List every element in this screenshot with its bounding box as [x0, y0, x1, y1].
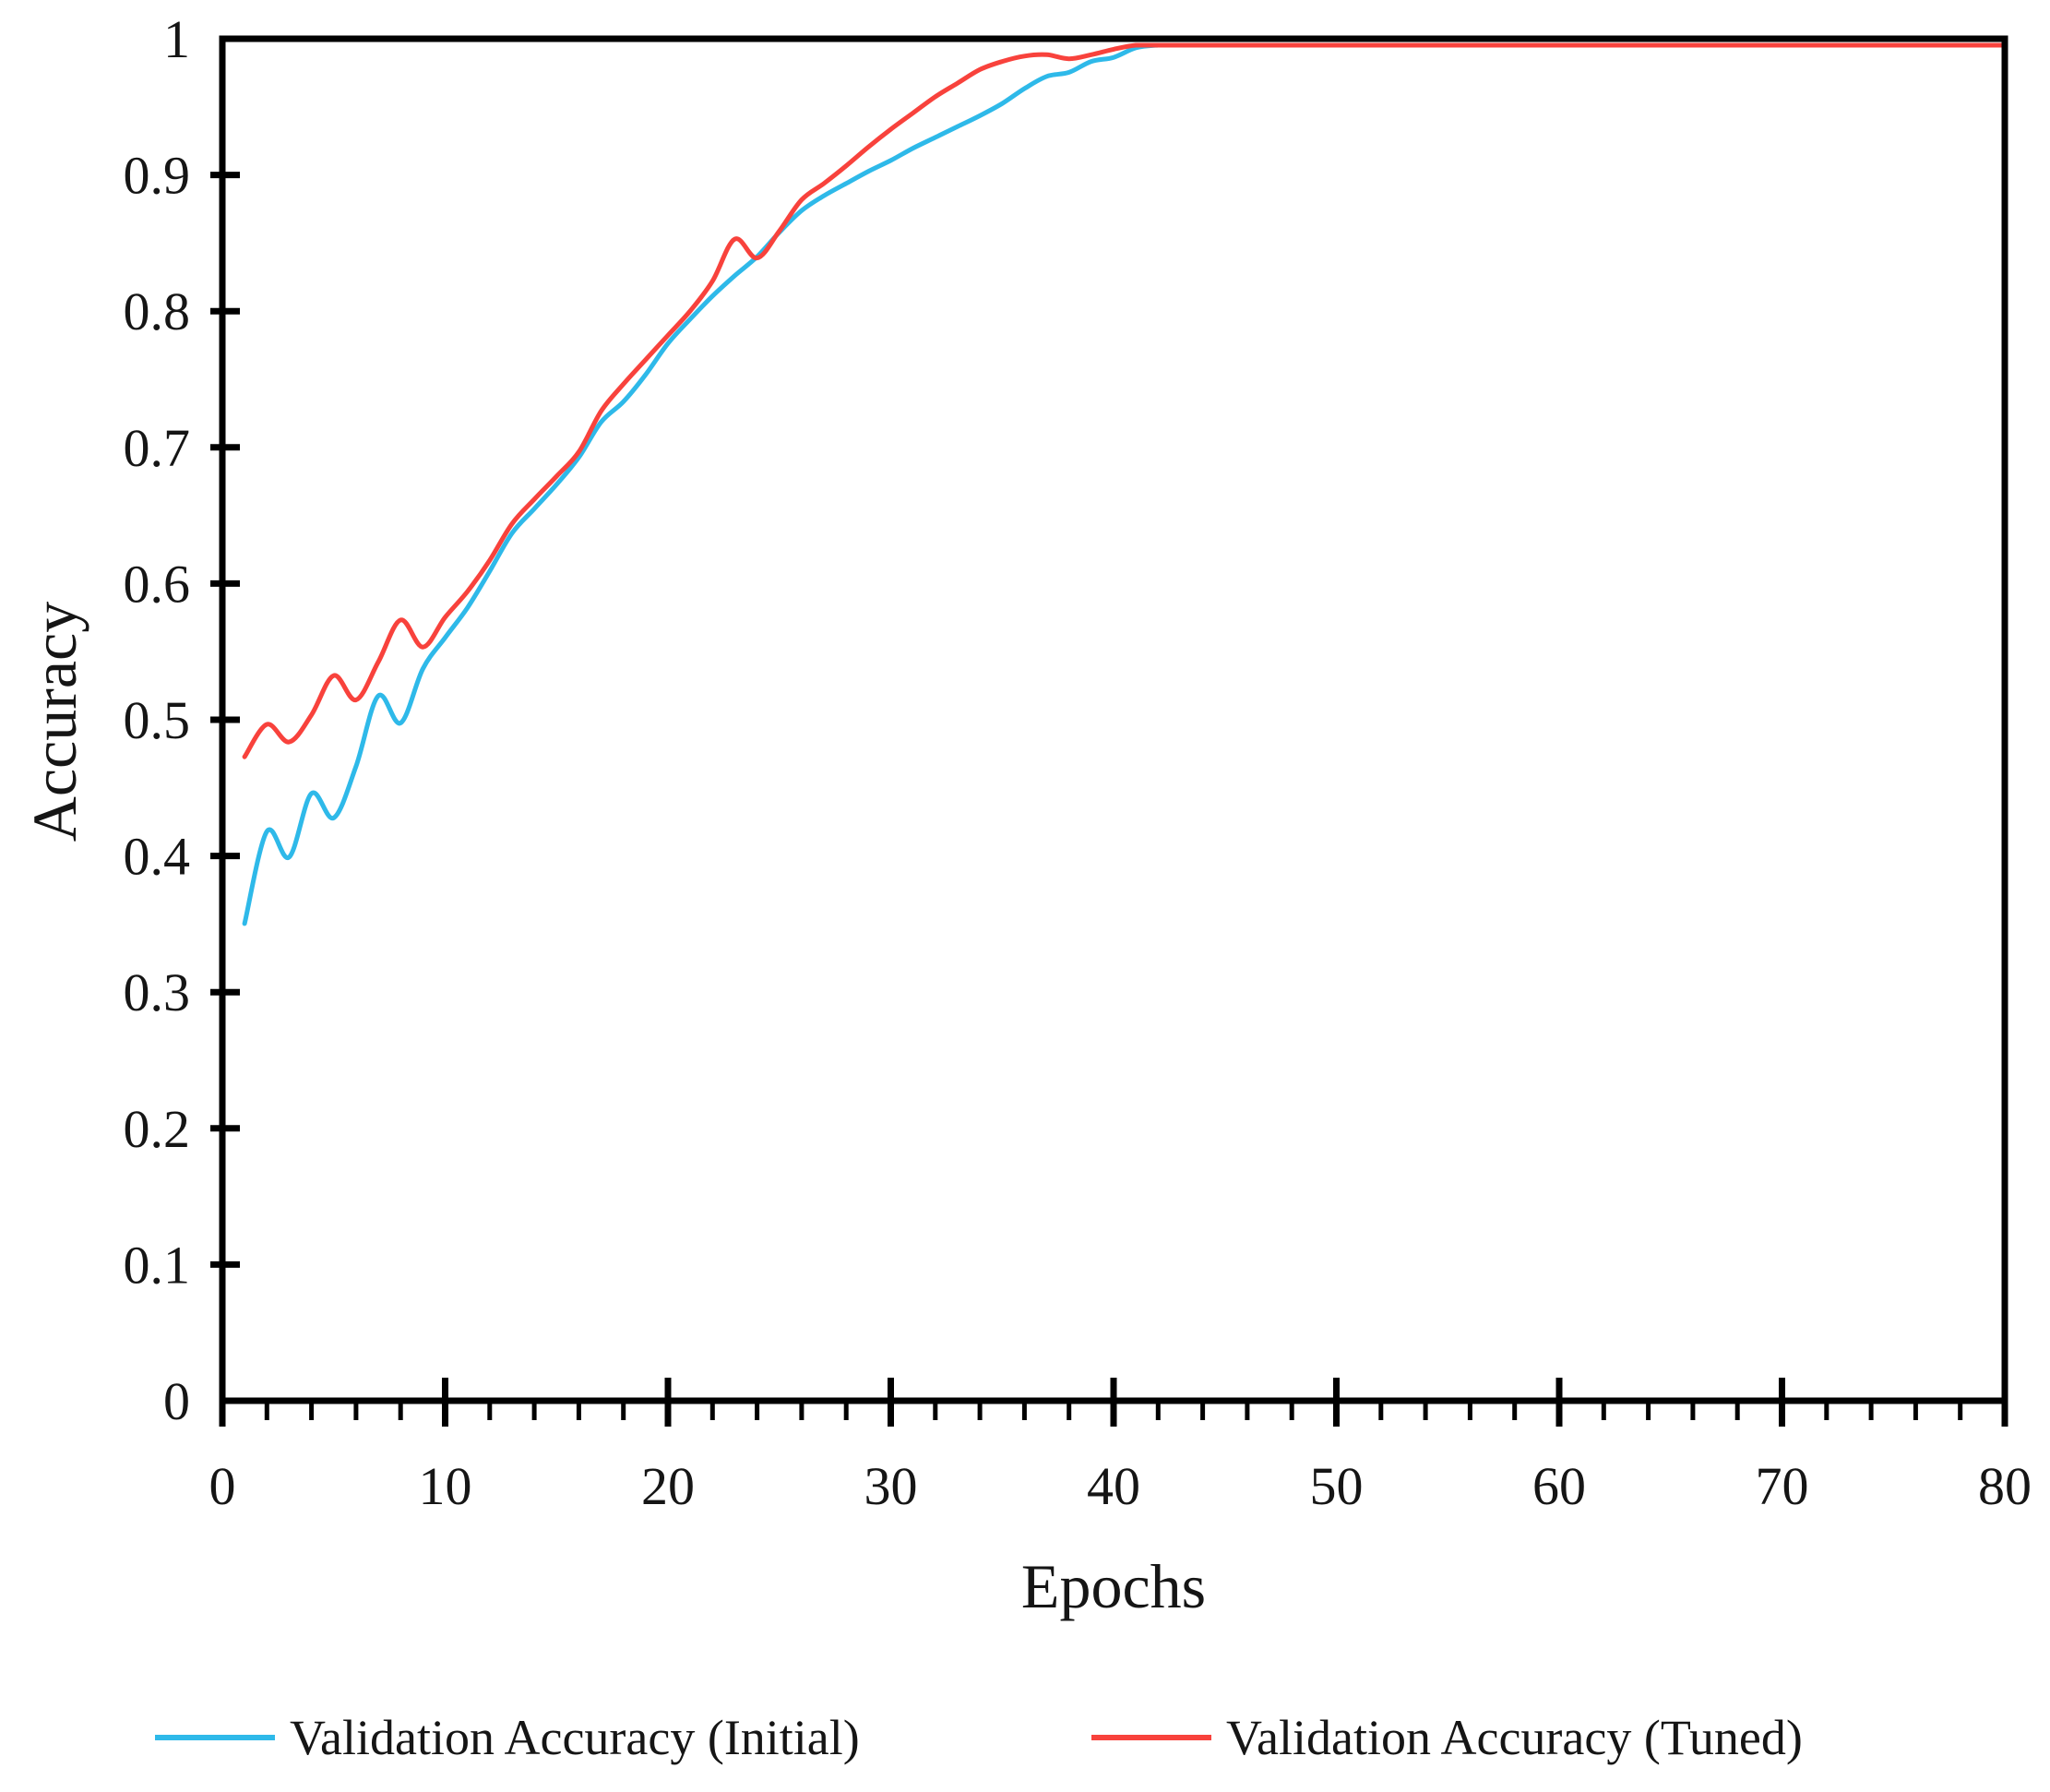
x-tick-label: 60: [1532, 1456, 1586, 1516]
y-tick-label: 0: [163, 1371, 190, 1431]
x-tick-label: 10: [419, 1456, 472, 1516]
series-curves: [242, 42, 2008, 926]
legend-label-initial: Validation Accuracy (Initial): [290, 1710, 860, 1765]
legend: Validation Accuracy (Initial) Validation…: [155, 1710, 1803, 1765]
x-tick-label: 30: [864, 1456, 918, 1516]
x-tick-label: 0: [209, 1456, 236, 1516]
x-tick-label: 40: [1087, 1456, 1140, 1516]
x-tick-label: 50: [1310, 1456, 1364, 1516]
y-tick-label: 0.3: [124, 962, 191, 1022]
tick-labels: 1 0.9 0.8 0.7 0.6 0.5 0.4 0.3 0.2 0.1 00 10 20 30 40 50…: [124, 9, 2032, 1516]
plot-frame: [219, 35, 2008, 1404]
y-tick-label: 0.9: [124, 146, 191, 206]
series-line-tuned: [242, 42, 2008, 759]
y-tick-label: 0.7: [124, 418, 191, 478]
y-tick-label: 0.6: [124, 554, 191, 614]
x-axis-title: Epochs: [1021, 1551, 1206, 1621]
y-tick-label: 0.5: [124, 690, 191, 750]
y-axis-title: Accuracy: [19, 602, 89, 842]
y-tick-label: 0.1: [124, 1235, 191, 1295]
x-tick-label: 80: [1978, 1456, 2032, 1516]
y-tick-label: 0.2: [124, 1099, 191, 1159]
x-tick-label: 20: [641, 1456, 695, 1516]
x-tick-label: 70: [1756, 1456, 1809, 1516]
y-tick-label: 0.4: [124, 827, 191, 887]
legend-label-tuned: Validation Accuracy (Tuned): [1226, 1710, 1803, 1765]
axis-ticks: [210, 172, 2008, 1427]
series-line-initial: [242, 42, 2008, 926]
y-tick-label: 0.8: [124, 281, 191, 341]
y-tick-label: 1: [163, 9, 190, 69]
